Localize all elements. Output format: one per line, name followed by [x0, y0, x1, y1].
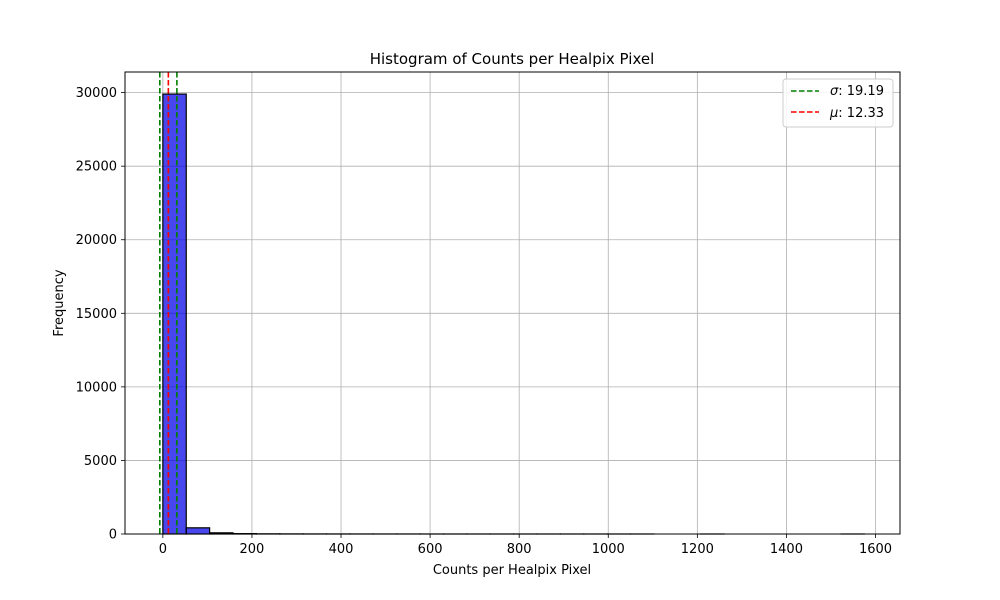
- histogram-bar: [185, 527, 211, 535]
- histogram-bar: [162, 93, 187, 535]
- x-tick-label: 0: [159, 542, 167, 557]
- y-axis-label: Frequency: [52, 269, 67, 336]
- reference-lines: [159, 72, 178, 534]
- legend-mu-value: : 12.33: [838, 106, 884, 121]
- grid: [125, 72, 900, 535]
- y-tick-label: 25000: [76, 160, 117, 175]
- x-tick-label: 1200: [681, 542, 714, 557]
- y-tick-label: 15000: [76, 307, 117, 322]
- x-tick-label: 1600: [859, 542, 892, 557]
- plot-frame: [124, 71, 901, 535]
- legend-sigma-label: σ: 19.19: [830, 84, 884, 99]
- x-tick-label: 1400: [770, 542, 803, 557]
- legend-mu-label: μ: 12.33: [829, 106, 884, 121]
- bars: [162, 93, 865, 535]
- chart-title: Histogram of Counts per Healpix Pixel: [370, 50, 655, 68]
- x-tick-label: 600: [418, 542, 443, 557]
- x-tick-label: 200: [240, 542, 265, 557]
- x-axis-label: Counts per Healpix Pixel: [433, 563, 591, 578]
- y-tick-label: 5000: [84, 454, 117, 469]
- x-axis-ticks: 0 200 400 600 800 1000 1200 1400 1600: [159, 534, 892, 557]
- y-tick-label: 30000: [76, 86, 117, 101]
- legend-sigma-value: : 19.19: [838, 84, 884, 99]
- y-tick-label: 0: [109, 528, 117, 543]
- legend-mu-symbol: μ: [829, 106, 838, 121]
- x-tick-label: 1000: [592, 542, 625, 557]
- y-tick-label: 20000: [76, 233, 117, 248]
- legend: σ: 19.19 μ: 12.33: [782, 78, 894, 128]
- legend-sigma-symbol: σ: [830, 84, 839, 99]
- y-axis-ticks: 0 5000 10000 15000 20000 25000 30000: [76, 86, 125, 543]
- x-tick-label: 400: [329, 542, 354, 557]
- x-tick-label: 800: [507, 542, 532, 557]
- y-tick-label: 10000: [76, 380, 117, 395]
